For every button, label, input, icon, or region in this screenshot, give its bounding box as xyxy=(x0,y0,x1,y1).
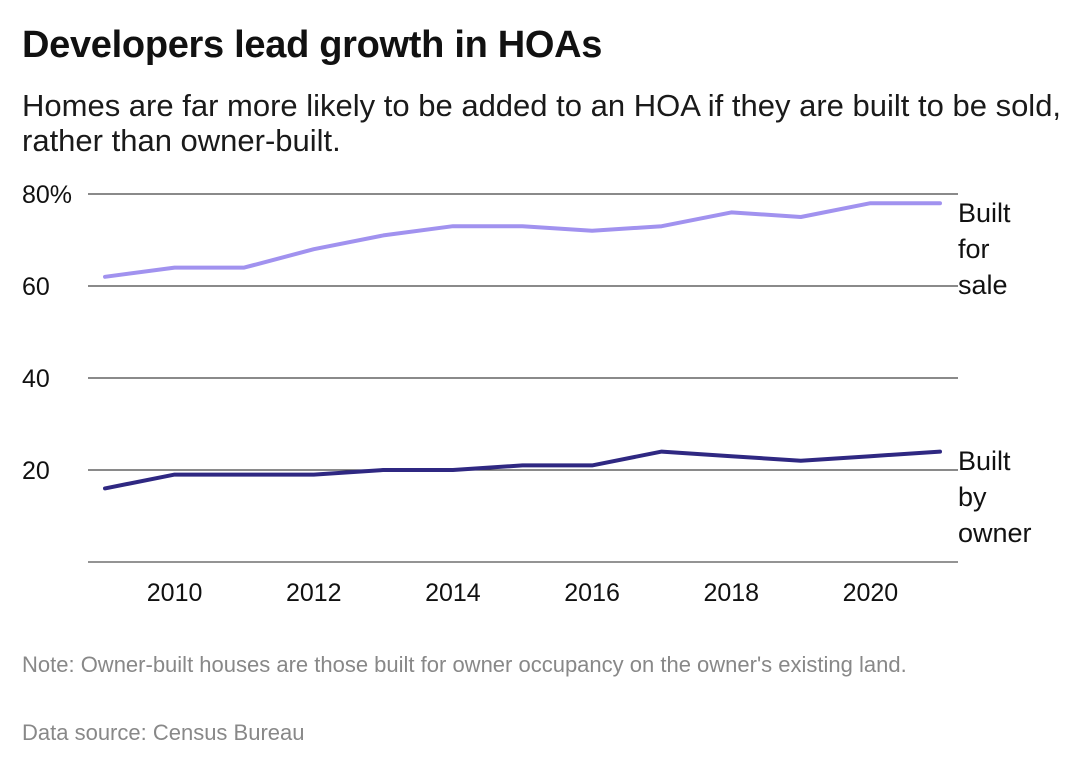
x-tick-label-2020: 2020 xyxy=(843,579,899,607)
x-tick-label-2014: 2014 xyxy=(425,579,481,607)
chart-title: Developers lead growth in HOAs xyxy=(22,24,603,66)
x-tick-label-2016: 2016 xyxy=(564,579,620,607)
chart-subtitle: Homes are far more likely to be added to… xyxy=(22,88,1062,158)
series-label-built_by_owner: Built by owner xyxy=(958,446,1032,548)
y-tick-label-60: 60 xyxy=(22,273,50,301)
chart-note: Note: Owner-built houses are those built… xyxy=(22,652,907,677)
y-tick-label-80: 80% xyxy=(22,181,72,209)
y-tick-label-20: 20 xyxy=(22,457,50,485)
x-tick-label-2012: 2012 xyxy=(286,579,342,607)
series-label-built_for_sale: Built for sale xyxy=(958,198,1011,300)
series-line-built_for_sale xyxy=(103,201,942,279)
x-tick-label-2018: 2018 xyxy=(703,579,759,607)
y-tick-label-40: 40 xyxy=(22,365,50,393)
data-source: Data source: Census Bureau xyxy=(22,720,305,745)
x-tick-label-2010: 2010 xyxy=(147,579,203,607)
line-chart: 20 40 60 80% 2010 2012 2014 2016 2018 2020 Built fo… xyxy=(22,181,1032,607)
series-line-built_by_owner xyxy=(103,449,942,491)
